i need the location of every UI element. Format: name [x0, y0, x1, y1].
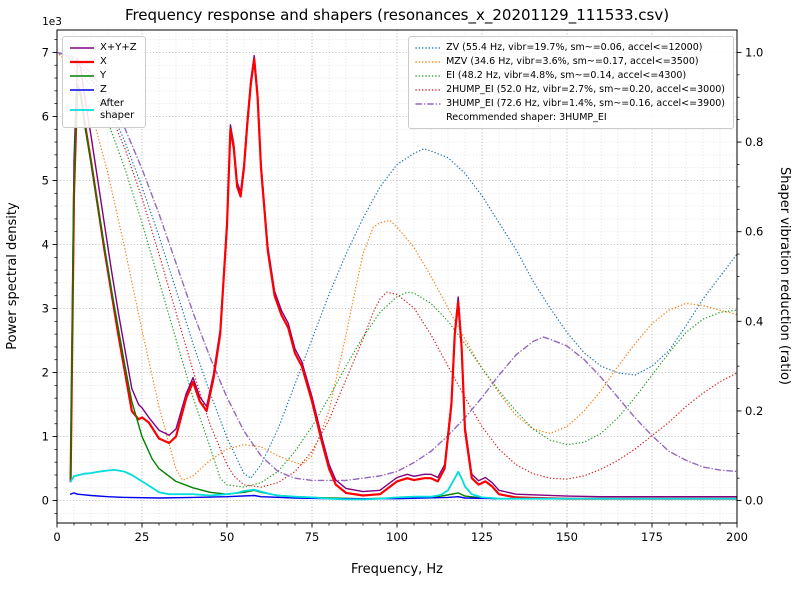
series-3HUMP_EI	[57, 51, 737, 482]
legend-line-swatch	[70, 109, 94, 111]
svg-text:100: 100	[386, 530, 408, 544]
svg-text:0: 0	[42, 494, 49, 508]
svg-text:1: 1	[42, 430, 49, 444]
svg-text:1.0: 1.0	[745, 45, 763, 59]
svg-text:150: 150	[556, 530, 578, 544]
svg-text:50: 50	[220, 530, 235, 544]
legend-line-swatch	[70, 89, 94, 91]
legend-label: Z	[100, 84, 107, 95]
legend-right: ZV (55.4 Hz, vibr=19.7%, sm~=0.06, accel…	[408, 36, 734, 130]
legend-label: MZV (34.6 Hz, vibr=3.6%, sm~=0.17, accel…	[446, 56, 699, 68]
svg-text:0.0: 0.0	[745, 494, 763, 508]
legend-item: Z	[69, 84, 137, 96]
legend-label: ZV (55.4 Hz, vibr=19.7%, sm~=0.06, accel…	[446, 42, 703, 54]
legend-item: Y	[69, 70, 137, 82]
svg-text:0.2: 0.2	[745, 404, 763, 418]
legend-note-label: Recommended shaper: 3HUMP_EI	[446, 112, 607, 123]
svg-text:75: 75	[305, 530, 320, 544]
legend-note: Recommended shaper: 3HUMP_EI	[415, 112, 725, 123]
legend-line-swatch	[415, 103, 441, 105]
legend-label: 2HUMP_EI (52.0 Hz, vibr=2.7%, sm~=0.20, …	[446, 84, 725, 96]
svg-text:2: 2	[42, 366, 49, 380]
legend-item: X+Y+Z	[69, 42, 137, 54]
legend-item: ZV (55.4 Hz, vibr=19.7%, sm~=0.06, accel…	[415, 42, 725, 54]
svg-text:7: 7	[42, 45, 49, 59]
shaper-curves	[57, 51, 737, 488]
axis-offset-text: 1e3	[42, 16, 62, 28]
svg-text:4: 4	[42, 237, 49, 251]
legend-item: 3HUMP_EI (72.6 Hz, vibr=1.4%, sm~=0.16, …	[415, 98, 725, 110]
legend-label: EI (48.2 Hz, vibr=4.8%, sm~=0.14, accel<…	[446, 70, 687, 82]
svg-text:125: 125	[471, 530, 493, 544]
legend-item: X	[69, 56, 137, 68]
series-EI	[57, 51, 737, 488]
series-Z	[69, 492, 737, 500]
svg-text:5: 5	[42, 173, 49, 187]
legend-left: X+Y+Z X Y Z After shaper	[62, 36, 146, 128]
legend-item: MZV (34.6 Hz, vibr=3.6%, sm~=0.17, accel…	[415, 56, 725, 68]
tick-labels: 0 25 50 75 100 125 150 175 200 0 1 2 3 4 5 6 7 0.0 0.2 0.4 0…	[42, 45, 764, 544]
legend-line-swatch	[70, 60, 94, 64]
legend-item: 2HUMP_EI (52.0 Hz, vibr=2.7%, sm~=0.20, …	[415, 84, 725, 96]
legend-label: X	[100, 56, 107, 67]
svg-text:6: 6	[42, 109, 49, 123]
legend-line-swatch	[415, 61, 441, 63]
svg-text:0.4: 0.4	[745, 314, 763, 328]
x-axis-label: Frequency, Hz	[351, 562, 443, 577]
svg-text:200: 200	[726, 530, 748, 544]
psd-curves	[69, 54, 737, 501]
y-axis-label-left: Power spectral density	[5, 202, 20, 350]
legend-item: EI (48.2 Hz, vibr=4.8%, sm~=0.14, accel<…	[415, 70, 725, 82]
chart-title: Frequency response and shapers (resonanc…	[125, 6, 669, 25]
legend-line-swatch	[415, 47, 441, 49]
series-After shaper	[69, 469, 737, 501]
legend-label: Y	[100, 70, 107, 81]
legend-line-swatch	[415, 89, 441, 91]
series-Y	[69, 83, 737, 500]
legend-label: X+Y+Z	[100, 42, 137, 53]
y-axis-label-right: Shaper vibration reduction (ratio)	[777, 167, 792, 385]
svg-text:3: 3	[42, 302, 49, 316]
legend-line-swatch	[70, 47, 94, 49]
svg-text:25: 25	[135, 530, 150, 544]
legend-line-swatch	[70, 75, 94, 77]
series-2HUMP_EI	[57, 51, 737, 488]
axis-ticks	[52, 39, 742, 528]
legend-label: After shaper	[100, 98, 135, 121]
svg-text:0: 0	[53, 530, 60, 544]
legend-line-swatch	[415, 75, 441, 77]
legend-label: 3HUMP_EI (72.6 Hz, vibr=1.4%, sm~=0.16, …	[446, 98, 725, 110]
legend-item: After shaper	[69, 98, 137, 122]
series-ZV	[57, 51, 737, 479]
svg-text:0.6: 0.6	[745, 225, 763, 239]
svg-text:0.8: 0.8	[745, 135, 763, 149]
svg-text:175: 175	[641, 530, 663, 544]
